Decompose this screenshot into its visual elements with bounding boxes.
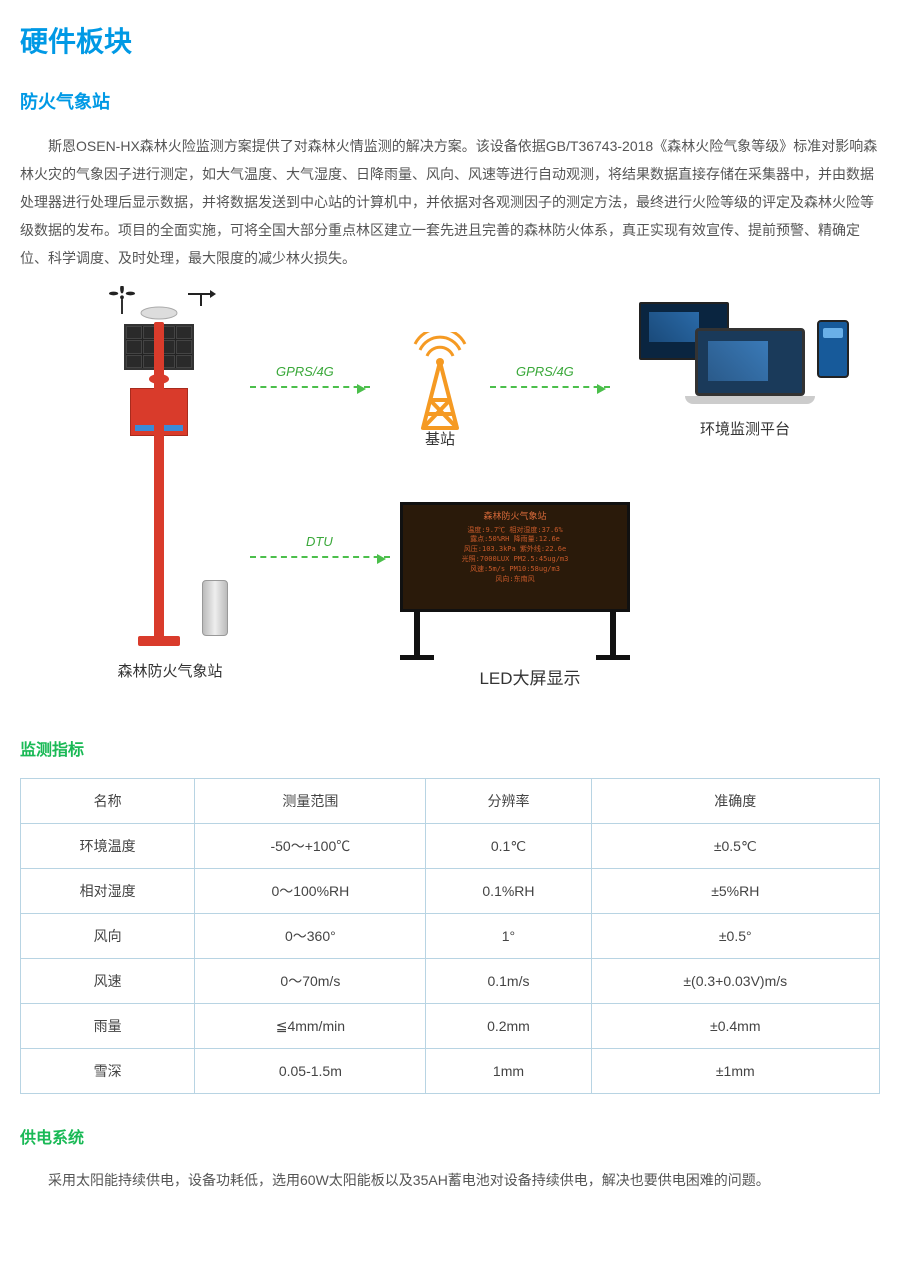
- led-line: 风压:103.3kPa 紫外线:22.6e: [409, 545, 621, 555]
- led-line: 风速:5m/s PM10:58ug/m3: [409, 565, 621, 575]
- table-header: 分辨率: [426, 779, 591, 824]
- weather-station-label: 森林防火气象站: [80, 654, 260, 681]
- intro-paragraph: 斯恩OSEN-HX森林火险监测方案提供了对森林火情监测的解决方案。该设备依据GB…: [20, 132, 880, 272]
- section-heading-2: 监测指标: [20, 736, 880, 760]
- led-line: 露点:50%RH 降雨量:12.6e: [409, 535, 621, 545]
- table-row: 雨量≦4mm/min0.2mm±0.4mm: [21, 1004, 880, 1049]
- table-row: 风向0～360°1°±0.5°: [21, 914, 880, 959]
- arrow-gprs-1: [250, 386, 370, 388]
- platform-icon: 环境监测平台: [620, 312, 870, 439]
- arrow-label-2: GPRS/4G: [516, 364, 574, 379]
- table-header: 名称: [21, 779, 195, 824]
- table-row: 环境温度-50～+100℃0.1℃±0.5℃: [21, 824, 880, 869]
- spec-table: 名称测量范围分辨率准确度环境温度-50～+100℃0.1℃±0.5℃相对湿度0～…: [20, 778, 880, 1094]
- led-line: 风向:东南风: [409, 575, 621, 585]
- led-line: 温度:9.7℃ 相对湿度:37.6%: [409, 526, 621, 536]
- table-row: 风速0～70m/s0.1m/s±(0.3+0.03V)m/s: [21, 959, 880, 1004]
- base-station-icon: 基站: [380, 332, 500, 449]
- led-display-icon: 森林防火气象站 温度:9.7℃ 相对湿度:37.6% 露点:50%RH 降雨量:…: [400, 502, 660, 689]
- arrow-label-1: GPRS/4G: [276, 364, 334, 379]
- section-heading-3: 供电系统: [20, 1124, 880, 1148]
- arrow-dtu: [250, 556, 390, 558]
- system-diagram: 森林防火气象站 GPRS/4G 基站: [20, 292, 880, 712]
- arrow-label-3: DTU: [306, 534, 333, 549]
- table-header: 准确度: [591, 779, 879, 824]
- page-title: 硬件板块: [20, 20, 880, 60]
- power-paragraph: 采用太阳能持续供电，设备功耗低，选用60W太阳能板以及35AH蓄电池对设备持续供…: [20, 1166, 880, 1194]
- weather-station-icon: [90, 292, 230, 652]
- table-row: 相对湿度0～100%RH0.1%RH±5%RH: [21, 869, 880, 914]
- table-header: 测量范围: [195, 779, 426, 824]
- led-line: 光照:7000LUX PM2.5:45ug/m3: [409, 555, 621, 565]
- arrow-gprs-2: [490, 386, 610, 388]
- table-row: 雪深0.05-1.5m1mm±1mm: [21, 1049, 880, 1094]
- section-heading-1: 防火气象站: [20, 88, 880, 114]
